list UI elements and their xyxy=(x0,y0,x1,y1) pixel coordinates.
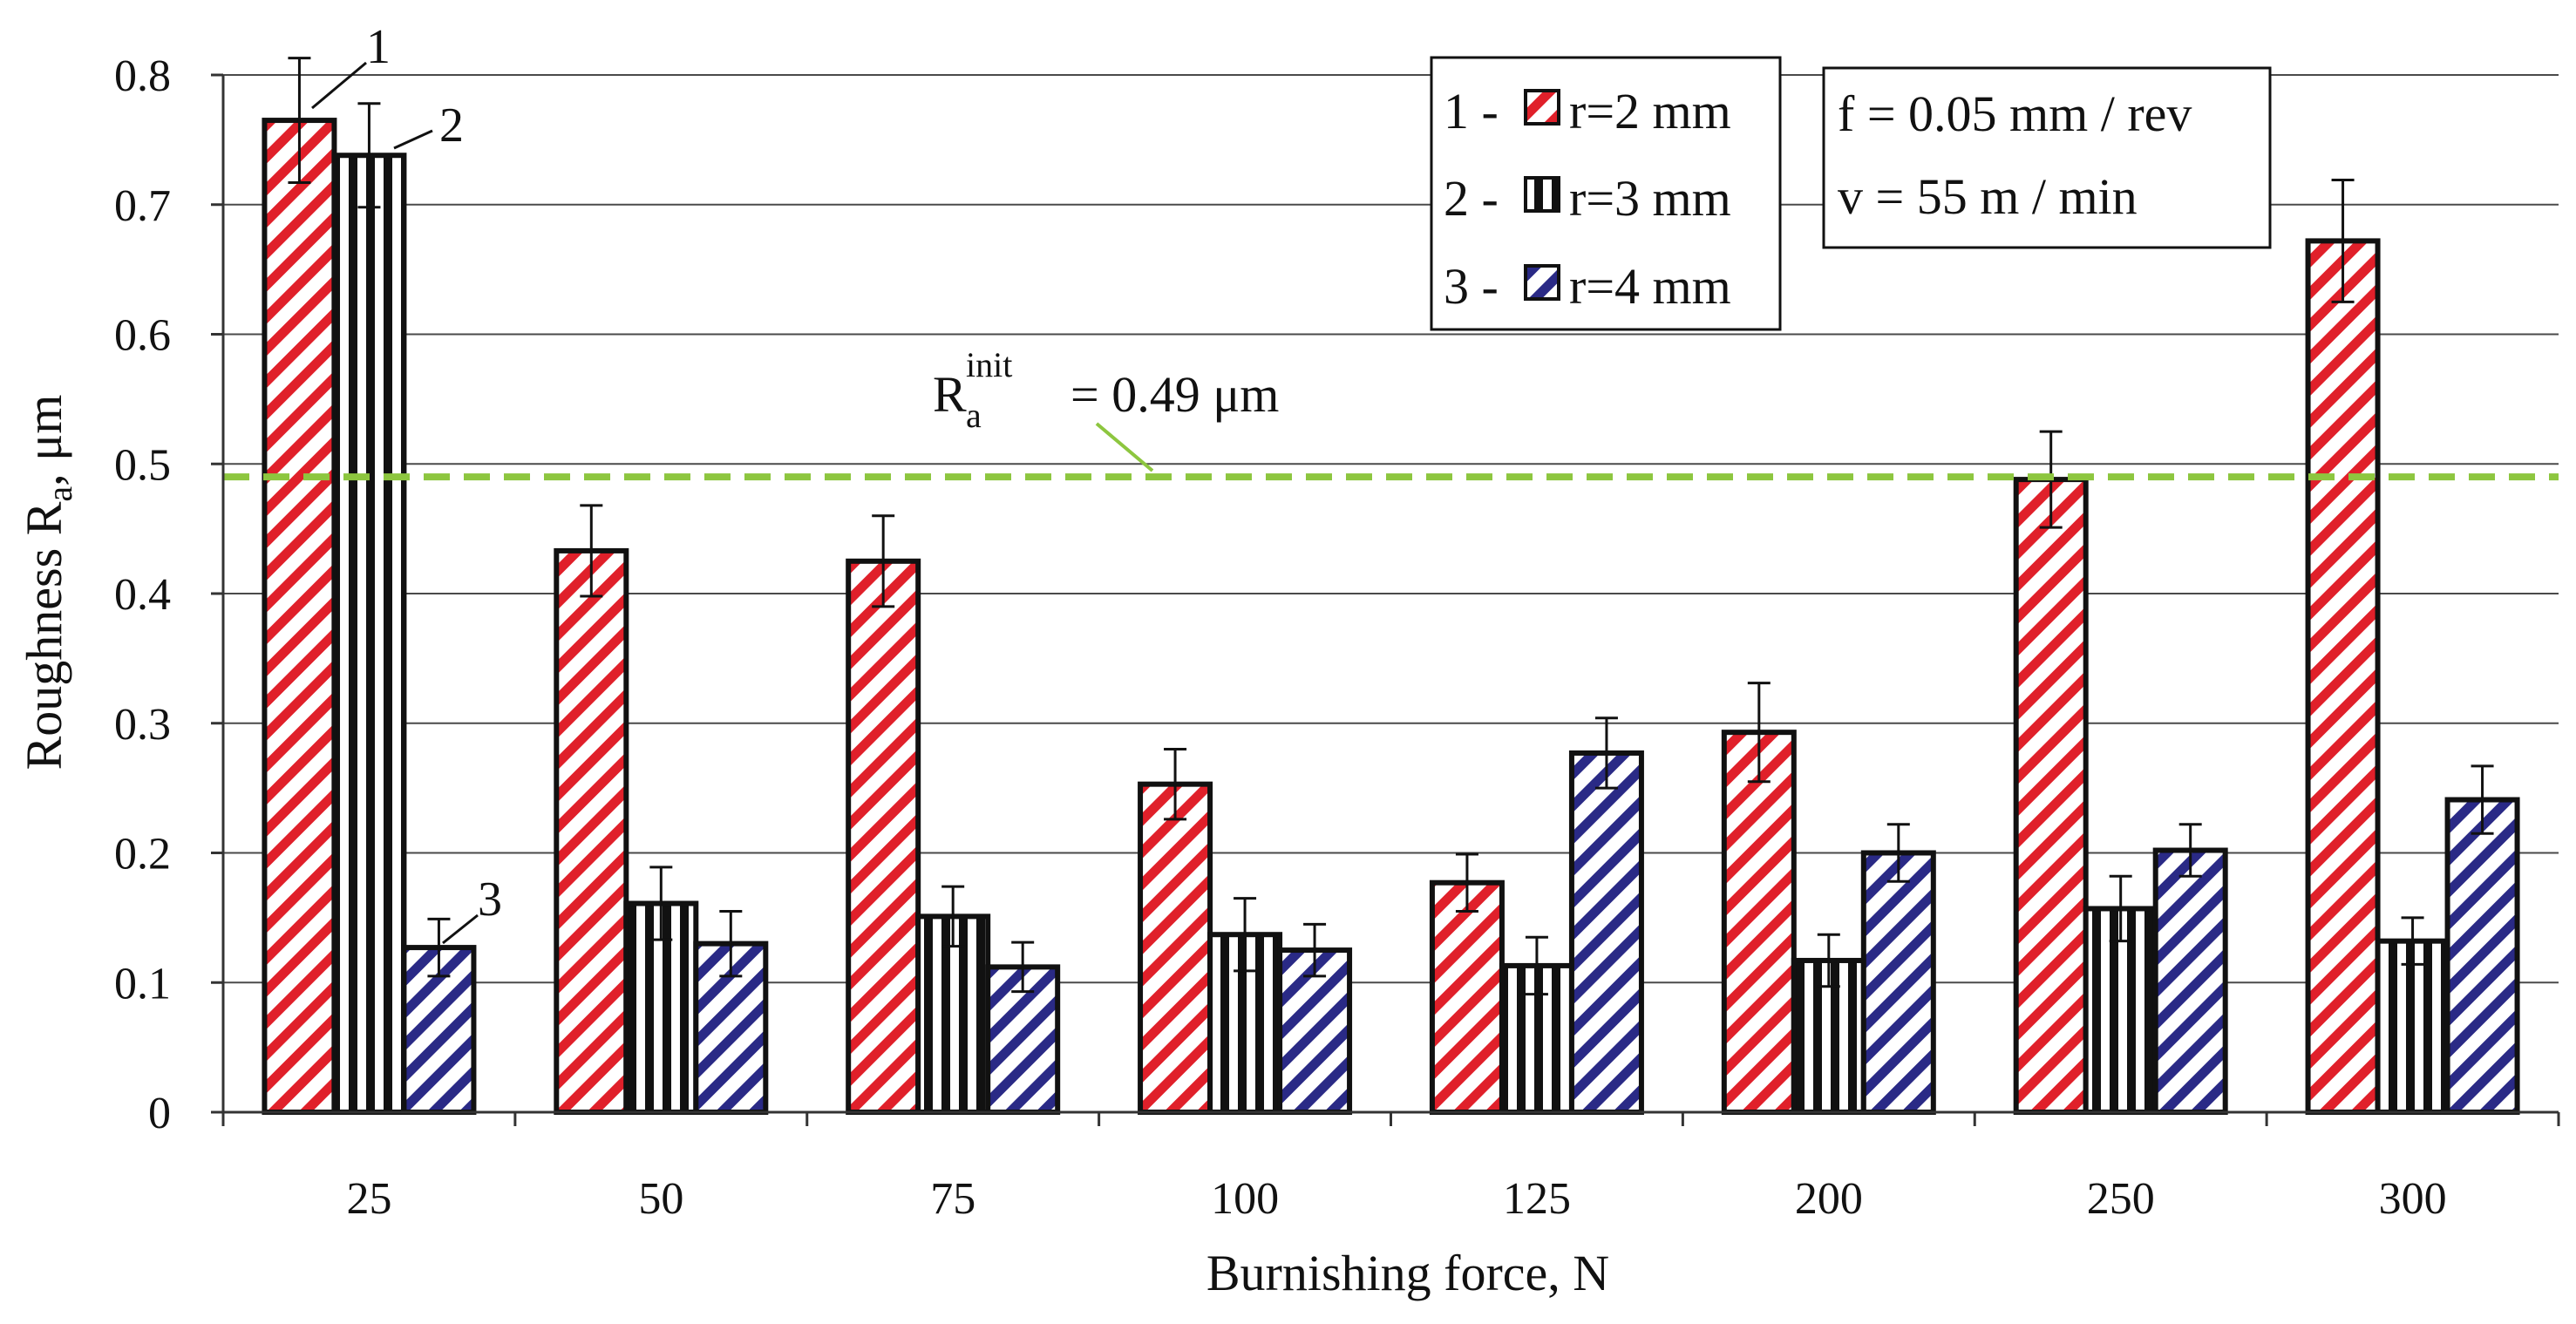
bar-series-1-250 xyxy=(2013,477,2089,1115)
ref-label-subscript: a xyxy=(966,396,982,435)
legend-item-1-label: r=2 mm xyxy=(1569,83,1731,139)
x-tick-label: 200 xyxy=(1795,1174,1863,1224)
bar-series-2-300 xyxy=(2375,938,2450,1116)
ref-label-value: = 0.49 μm xyxy=(1071,366,1279,423)
axes-layer xyxy=(211,73,2560,1126)
legend-item-1: 1 - r=2 mm xyxy=(1444,83,1731,139)
ref-label-leader xyxy=(1095,422,1154,472)
y-tick-label: 0.8 xyxy=(114,51,171,101)
legend-item-3-label: r=4 mm xyxy=(1569,258,1731,315)
bar-series-1-75 xyxy=(846,558,921,1115)
x-axis-title: Burnishing force, N xyxy=(1206,1245,1609,1301)
tag-1-leader xyxy=(311,61,367,110)
legend-item-1-prefix: 1 - xyxy=(1444,83,1499,139)
error-bars-layer xyxy=(288,57,2494,996)
bar-series-1-125 xyxy=(1429,879,1505,1116)
y-axis-title-main: Roughness R xyxy=(16,501,72,770)
x-tick-label: 125 xyxy=(1503,1174,1571,1224)
parameter-velocity: v = 55 m / min xyxy=(1838,168,2138,225)
bar-series-3-250 xyxy=(2152,847,2228,1116)
tag-3: 3 xyxy=(478,872,502,927)
parameter-feed: f = 0.05 mm / rev xyxy=(1838,85,2192,142)
bar-series-1-25 xyxy=(262,118,337,1115)
x-tick-label: 25 xyxy=(346,1174,391,1224)
x-tick-labels: 25 50 75 100 125 200 250 300 xyxy=(346,1174,2446,1224)
bar-series-3-200 xyxy=(1860,850,1936,1115)
bars-layer xyxy=(262,118,2520,1116)
legend-item-1-swatch xyxy=(1524,89,1560,126)
reference-label: R init a = 0.49 μm xyxy=(933,345,1279,472)
y-tick-labels: 0 0.1 0.2 0.3 0.4 0.5 0.6 0.7 0.8 xyxy=(114,51,171,1138)
ref-label-symbol: R xyxy=(933,366,967,423)
ref-label-superscript: init xyxy=(966,345,1012,384)
y-tick-label: 0.5 xyxy=(114,440,171,490)
legend: 1 - r=2 mm 2 - r=3 mm 3 - r=4 mm xyxy=(1430,56,1782,331)
legend-box xyxy=(1430,56,1782,331)
x-tick-label: 250 xyxy=(2087,1174,2155,1224)
legend-item-3-prefix: 3 - xyxy=(1444,258,1499,315)
legend-item-2: 2 - r=3 mm xyxy=(1444,170,1731,227)
legend-item-2-swatch xyxy=(1524,176,1560,213)
y-tick-label: 0.3 xyxy=(114,700,171,750)
bar-series-1-200 xyxy=(1721,730,1797,1115)
x-tick-label: 100 xyxy=(1211,1174,1279,1224)
legend-item-3: 3 - r=4 mm xyxy=(1444,258,1731,315)
tag-3-leader xyxy=(442,913,479,945)
parameters-frame xyxy=(1822,66,2272,249)
y-axis-title-unit: , μm xyxy=(16,395,72,486)
bar-series-2-25 xyxy=(331,153,407,1116)
x-tick-label: 50 xyxy=(638,1174,683,1224)
tag-2-leader xyxy=(393,129,433,150)
series-tags: 1 2 3 xyxy=(311,20,502,945)
y-axis-title: Roughness Ra, μm xyxy=(16,395,79,771)
y-tick-label: 0.1 xyxy=(114,959,171,1008)
y-tick-label: 0.6 xyxy=(114,311,171,361)
y-tick-label: 0.7 xyxy=(114,181,171,231)
y-tick-label: 0.2 xyxy=(114,830,171,879)
legend-item-3-swatch xyxy=(1524,264,1560,301)
bar-series-1-300 xyxy=(2305,238,2381,1115)
bar-series-1-50 xyxy=(554,547,629,1115)
legend-item-2-prefix: 2 - xyxy=(1444,170,1499,227)
bar-series-3-125 xyxy=(1568,750,1644,1116)
x-tick-label: 75 xyxy=(930,1174,975,1224)
parameters-box: f = 0.05 mm / rev v = 55 m / min xyxy=(1822,66,2272,249)
bar-series-1-100 xyxy=(1138,781,1213,1115)
y-tick-label: 0 xyxy=(148,1089,171,1138)
bar-series-3-300 xyxy=(2444,797,2520,1115)
y-tick-label: 0.4 xyxy=(114,570,171,620)
legend-item-2-label: r=3 mm xyxy=(1569,170,1731,227)
y-axis-title-sub: a xyxy=(40,486,79,502)
x-tick-label: 300 xyxy=(2379,1174,2447,1224)
tag-1: 1 xyxy=(366,20,391,74)
tag-2: 2 xyxy=(439,98,464,153)
